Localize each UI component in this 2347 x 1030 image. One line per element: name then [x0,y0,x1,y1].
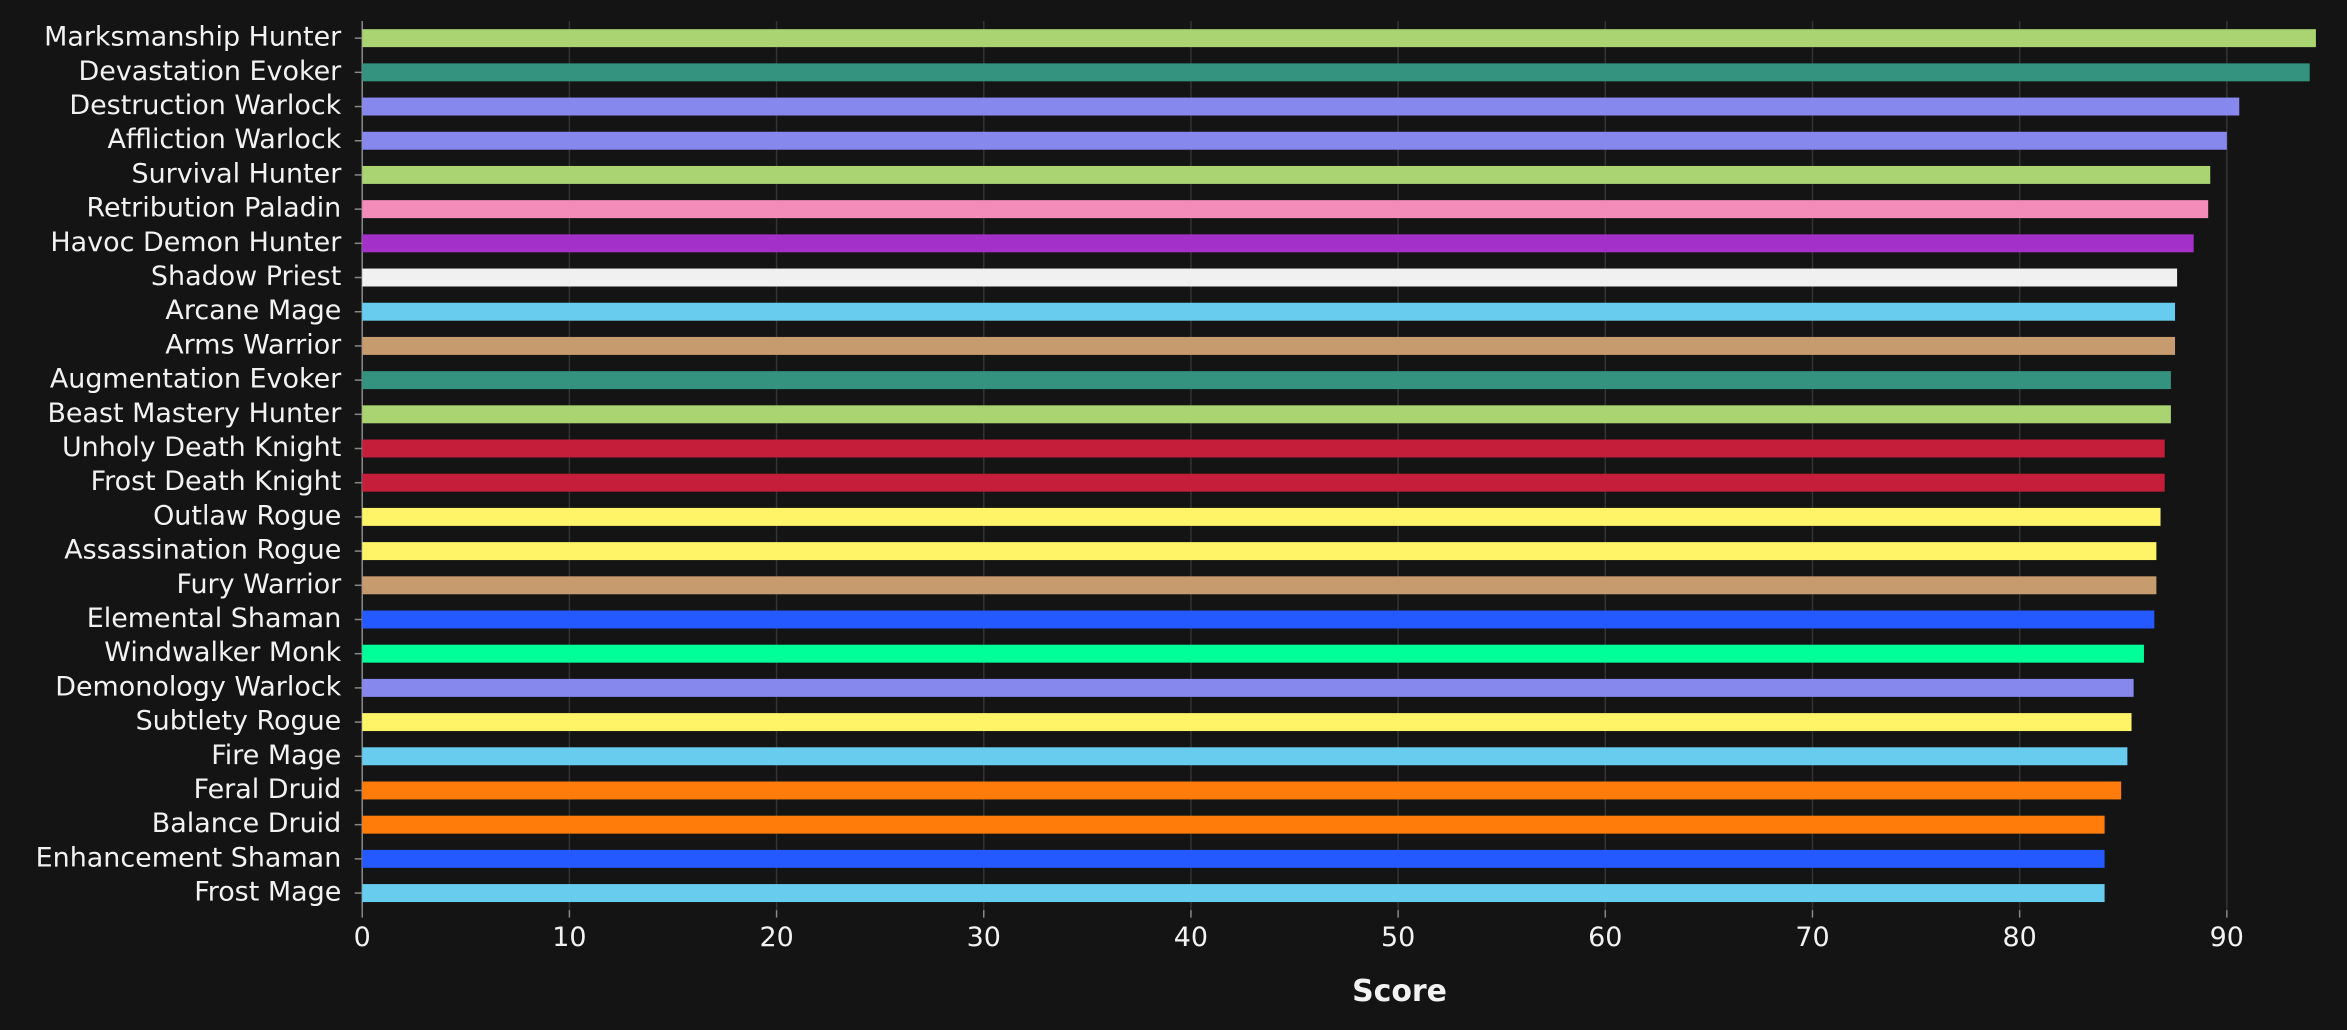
y-tick-label: Arcane Mage [165,295,341,326]
x-tick-label: 90 [2210,922,2244,953]
bar [362,507,2161,526]
bar [362,781,2122,800]
y-tick-label: Balance Druid [152,808,341,839]
bar [362,131,2227,150]
y-tick-label: Fire Mage [211,740,341,771]
bar [362,336,2176,355]
bar [362,200,2209,219]
y-tick-label: Havoc Demon Hunter [50,227,342,258]
y-tick-label: Windwalker Monk [104,637,341,668]
bar [362,473,2165,492]
y-tick-label: Feral Druid [194,774,342,805]
y-tick-label: Arms Warrior [165,329,342,360]
bar [362,234,2194,253]
y-tick-label: Elemental Shaman [87,603,342,634]
bar [362,576,2157,595]
bar [362,747,2128,766]
x-tick-label: 30 [967,922,1001,953]
x-tick-label: 60 [1588,922,1622,953]
y-tick-label: Enhancement Shaman [36,842,342,873]
x-tick-label: 10 [552,922,586,953]
bar [362,63,2310,82]
y-tick-label: Devastation Evoker [79,56,343,87]
bar [362,371,2171,390]
x-axis-label: Score [1352,974,1447,1009]
bar [362,644,2144,663]
y-tick-label: Survival Hunter [131,158,342,189]
bar [362,713,2132,732]
y-tick-label: Outlaw Rogue [153,500,341,531]
y-tick-label: Shadow Priest [151,261,341,292]
x-tick-label: 20 [759,922,793,953]
bar [362,29,2316,48]
y-tick-label: Augmentation Evoker [50,364,342,395]
bar [362,439,2165,458]
bar [362,815,2105,834]
x-tick-label: 80 [2003,922,2037,953]
y-tick-label: Unholy Death Knight [62,432,341,463]
y-tick-label: Destruction Warlock [69,90,341,121]
x-tick-label: 70 [1795,922,1829,953]
bar [362,884,2105,903]
y-tick-label: Assassination Rogue [64,535,341,566]
y-tick-label: Subtlety Rogue [136,706,342,737]
bar [362,302,2176,321]
y-tick-label: Fury Warrior [176,569,342,600]
y-tick-label: Marksmanship Hunter [44,22,342,53]
bar [362,610,2155,629]
y-tick-label: Demonology Warlock [55,671,341,702]
x-tick-label: 0 [354,922,371,953]
bar [362,97,2240,116]
x-tick-label: 40 [1174,922,1208,953]
y-tick-label: Frost Death Knight [91,466,342,497]
bar [362,542,2157,561]
y-tick-label: Retribution Paladin [87,193,342,224]
y-tick-label: Affliction Warlock [107,124,341,155]
y-tick-label: Frost Mage [194,877,341,908]
x-tick-label: 50 [1381,922,1415,953]
bar [362,405,2171,424]
bar [362,678,2134,697]
bar [362,849,2105,868]
y-tick-label: Beast Mastery Hunter [47,398,342,429]
bar [362,268,2178,287]
bar [362,165,2211,184]
